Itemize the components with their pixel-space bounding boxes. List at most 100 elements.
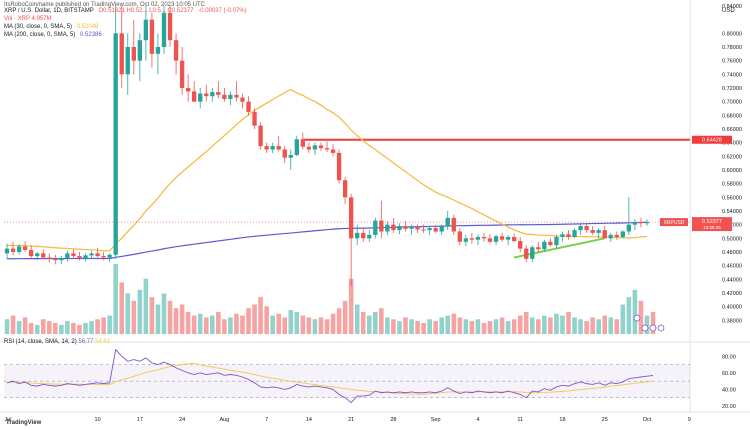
volume-bar	[246, 308, 251, 334]
volume-bar	[28, 322, 34, 334]
ma200-line	[7, 221, 647, 260]
volume-bar	[602, 315, 608, 334]
price-tick-label: 0.50000	[722, 236, 742, 242]
volume-bar	[300, 315, 306, 334]
candle-body	[318, 145, 324, 149]
price-change: -0.00037 (-0.07%)	[198, 8, 247, 14]
volume-bar	[391, 319, 396, 334]
volume-bar	[107, 315, 112, 334]
candle-body	[608, 234, 613, 239]
candle-body	[252, 111, 257, 126]
volume-bar	[197, 313, 203, 334]
event-marker-icon	[633, 314, 641, 322]
volume-bar	[294, 311, 300, 334]
volume-bar	[282, 317, 288, 334]
time-tick-label: 7	[265, 417, 268, 423]
volume-bar	[185, 311, 191, 334]
volume-bar	[4, 319, 10, 334]
volume-bar	[155, 304, 161, 334]
ma30-legend: MA (30, close, 0, SMA, 5) 0.52048	[4, 23, 101, 31]
candle-body	[524, 248, 529, 259]
volume-bar	[469, 321, 475, 334]
candle-body	[391, 224, 396, 231]
candle-body	[373, 220, 378, 235]
rsi-ma-value: 54.61	[95, 339, 111, 345]
time-tick-label: 18	[559, 417, 565, 423]
symbol-tag-label: XRPUSD	[664, 220, 685, 226]
currency-label: USD	[722, 8, 735, 14]
candle-body	[155, 47, 161, 54]
volume-bar	[542, 315, 547, 334]
candle-body	[572, 230, 577, 237]
candle-body	[204, 93, 209, 97]
ma200-value: 0.52386	[80, 32, 102, 38]
candle-body	[348, 197, 354, 239]
volume-bar	[421, 322, 426, 334]
candle-body	[35, 253, 40, 257]
candle-body	[65, 253, 70, 259]
volume-bar	[270, 315, 275, 334]
volume-bar	[373, 311, 378, 334]
volume-bar	[457, 317, 463, 334]
tradingview-logo[interactable]: TradingView	[6, 420, 42, 426]
price-tick-label: 0.60000	[722, 168, 742, 174]
candle-body	[336, 152, 342, 181]
time-tick-label: 28	[390, 417, 396, 423]
symbol-title: XRP / U.S. Dollar, 1D, BITSTAMP	[4, 8, 94, 14]
candle-body	[179, 60, 185, 88]
candle-body	[475, 236, 481, 240]
volume-bar	[179, 304, 185, 334]
volume-bar	[475, 319, 481, 334]
candle-body	[288, 154, 293, 158]
last-price-label: 0.52377	[702, 219, 722, 225]
candle-body	[536, 247, 541, 250]
last-time-label: 13:58:35	[703, 225, 721, 230]
resistance-price-tag	[692, 135, 732, 144]
price-tick-label: 0.54000	[722, 209, 742, 215]
candle-body	[125, 47, 130, 75]
candle-body	[137, 40, 143, 61]
ma200-legend: MA (200, close, 0, SMA, 5) 0.52386	[4, 31, 105, 39]
volume-bar	[95, 319, 100, 334]
candle-body	[433, 228, 438, 232]
candle-body	[312, 145, 318, 150]
volume-bar	[83, 322, 88, 334]
candle-body	[481, 236, 487, 239]
candle-body	[107, 254, 112, 258]
candle-body	[216, 92, 221, 95]
time-tick-label: 9	[688, 417, 691, 423]
volume-bar	[240, 315, 245, 334]
candle-body	[192, 91, 197, 102]
volume-bar	[125, 293, 131, 334]
volume-bar	[445, 315, 451, 334]
volume-bar	[53, 322, 58, 334]
candle-body	[451, 217, 456, 232]
candle-body	[427, 228, 432, 231]
candle-body	[143, 19, 149, 41]
candle-body	[409, 227, 414, 229]
price-tick-label: 0.74000	[722, 72, 742, 78]
volume-bar	[481, 322, 487, 334]
candle-body	[185, 88, 191, 92]
ohlc-values: O0.51621 H0.52... L0.5... C0.52377	[98, 8, 194, 14]
volume-bar	[403, 317, 408, 334]
volume-bar	[650, 311, 656, 334]
price-tick-label: 0.78000	[722, 45, 742, 51]
time-tick-label: Jul	[4, 417, 11, 423]
ma30-value: 0.52048	[76, 24, 99, 30]
volume-bar	[46, 321, 52, 334]
event-marker-icon	[641, 324, 649, 332]
candle-body	[41, 253, 46, 258]
candle-body	[161, 12, 167, 48]
volume-bar	[101, 317, 106, 334]
candle-body	[330, 149, 336, 153]
volume-bar	[578, 319, 583, 334]
volume-bar	[608, 317, 614, 334]
price-tick-label: 0.68000	[722, 113, 742, 119]
candle-body	[270, 146, 275, 150]
price-tick-label: 0.84000	[722, 4, 742, 10]
candle-body	[469, 238, 475, 240]
candle-body	[77, 256, 82, 259]
candle-body	[620, 231, 626, 237]
